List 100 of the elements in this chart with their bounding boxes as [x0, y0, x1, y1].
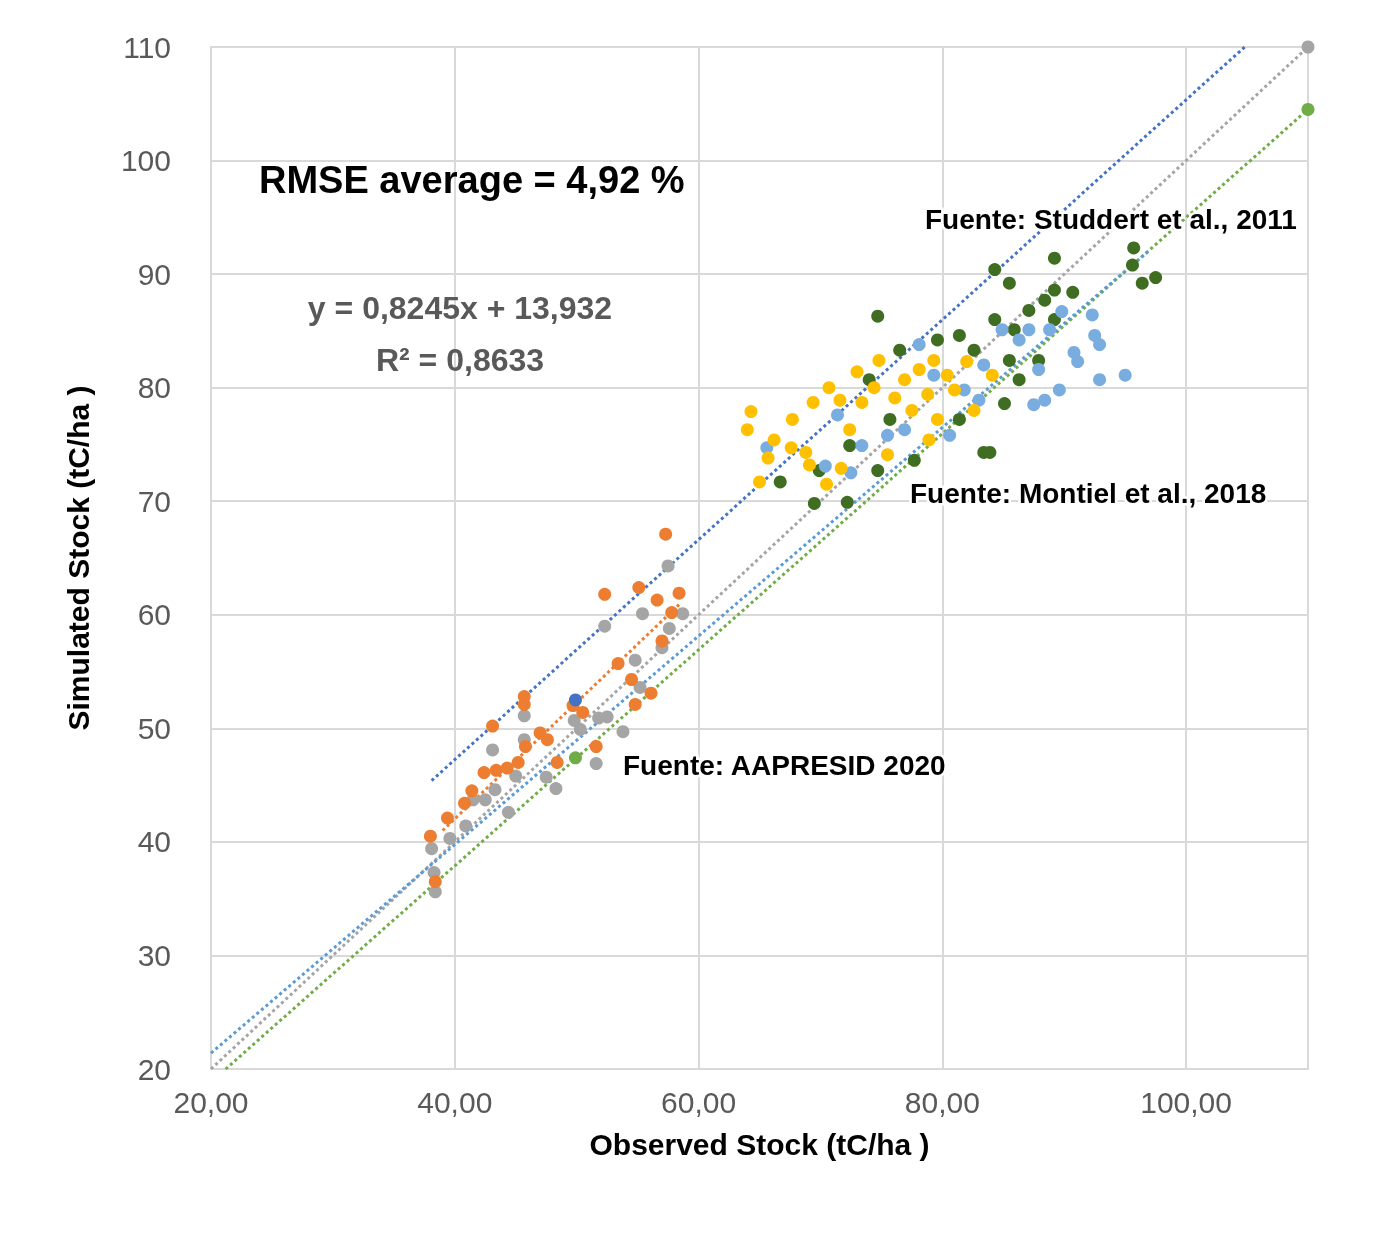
point: [573, 722, 587, 736]
point: [600, 710, 614, 724]
x-tick-label: 40,00: [417, 1085, 493, 1119]
point: [972, 393, 986, 407]
point: [988, 263, 1002, 277]
point: [784, 441, 798, 455]
point: [576, 705, 590, 719]
point: [428, 875, 442, 889]
point: [486, 743, 500, 757]
point: [1027, 398, 1041, 412]
point: [767, 433, 781, 447]
point: [589, 740, 603, 753]
point: [995, 323, 1009, 337]
point: [912, 363, 926, 376]
annotation: y = 0,8245x + 13,932: [307, 290, 613, 326]
annotation: Fuente: Studdert et al., 2011: [925, 203, 1297, 235]
point: [1301, 40, 1315, 54]
point: [540, 733, 554, 747]
point: [952, 328, 966, 342]
point: [799, 445, 813, 459]
point: [927, 368, 941, 382]
y-tick-label: 60: [137, 598, 171, 632]
point: [568, 751, 582, 765]
point: [549, 782, 563, 796]
point: [977, 358, 991, 372]
x-tick-label: 20,00: [173, 1085, 249, 1119]
point: [1043, 323, 1057, 337]
point: [633, 680, 647, 694]
point: [927, 353, 941, 367]
point: [1149, 271, 1163, 285]
point: [1002, 276, 1016, 290]
point: [425, 842, 439, 856]
point: [943, 428, 957, 442]
point: [820, 477, 834, 491]
point: [1047, 251, 1061, 265]
y-tick-label: 40: [137, 825, 171, 859]
y-tick-label: 100: [120, 144, 171, 178]
point: [1052, 383, 1066, 397]
x-tick-label: 100,00: [1140, 1085, 1232, 1119]
x-tick-label: 80,00: [904, 1085, 980, 1119]
point: [611, 657, 625, 671]
point: [785, 412, 799, 426]
point: [489, 763, 503, 777]
point: [872, 353, 886, 367]
point: [761, 451, 775, 465]
point: [661, 559, 675, 573]
point: [423, 829, 437, 843]
point: [818, 459, 832, 473]
point: [883, 412, 897, 426]
point: [773, 475, 787, 489]
point: [628, 653, 642, 667]
point: [960, 355, 974, 369]
point: [539, 770, 553, 784]
point: [898, 423, 912, 437]
point: [930, 412, 944, 426]
point: [478, 793, 492, 807]
x-axis-title: Observed Stock (tC/ha ): [589, 1127, 930, 1161]
y-tick-label: 50: [137, 711, 171, 745]
y-axis-title: Simulated Stock (tC/ha ): [61, 385, 95, 731]
point: [1125, 258, 1139, 272]
y-tick-label: 80: [137, 371, 171, 405]
point: [625, 673, 639, 686]
point: [930, 333, 944, 347]
annotation: R² = 0,8633: [375, 342, 545, 378]
point: [855, 439, 869, 453]
annotation: Fuente: AAPRESID 2020: [623, 749, 946, 781]
point: [952, 412, 966, 426]
point: [486, 719, 500, 733]
point: [1127, 241, 1141, 255]
point: [905, 403, 919, 417]
point: [888, 391, 902, 405]
point: [628, 697, 642, 711]
y-tick-label: 20: [137, 1052, 171, 1086]
point: [807, 497, 821, 510]
point: [893, 343, 907, 357]
point: [843, 439, 857, 453]
point: [881, 448, 894, 462]
point: [644, 686, 658, 700]
point: [676, 607, 690, 621]
point: [665, 606, 679, 619]
point: [867, 381, 881, 395]
point: [967, 403, 981, 417]
point: [650, 593, 664, 607]
point: [443, 831, 457, 845]
point: [855, 395, 869, 409]
point: [1118, 368, 1132, 382]
y-tick-label: 110: [123, 30, 171, 64]
point: [744, 405, 758, 419]
point: [488, 783, 502, 797]
point: [753, 475, 766, 489]
point: [940, 368, 954, 382]
point: [1007, 323, 1021, 337]
point: [500, 761, 514, 775]
point: [840, 495, 854, 509]
y-tick-label: 30: [137, 938, 171, 972]
point: [871, 309, 885, 323]
point: [1032, 363, 1046, 376]
point: [501, 805, 515, 819]
point: [898, 373, 912, 387]
point: [802, 458, 816, 472]
